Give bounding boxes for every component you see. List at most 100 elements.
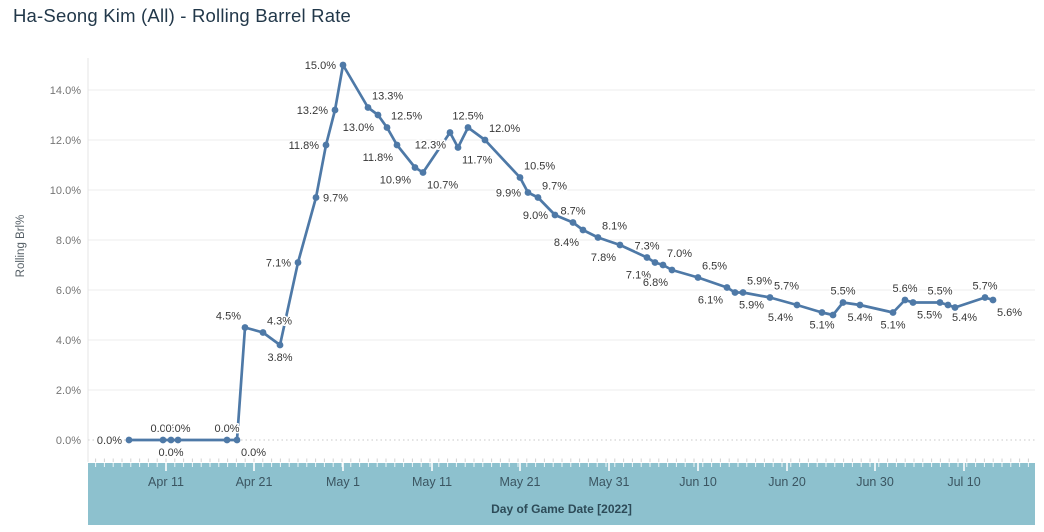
data-point[interactable] — [694, 274, 702, 281]
series-line — [127, 63, 995, 442]
data-point-label: 12.3% — [415, 140, 446, 152]
data-point-label: 5.1% — [809, 320, 834, 332]
data-point[interactable] — [411, 164, 419, 171]
data-point[interactable] — [944, 301, 952, 309]
data-point-label: 0.0% — [97, 435, 122, 447]
data-point[interactable] — [374, 111, 382, 119]
data-point[interactable] — [167, 436, 175, 444]
data-point-label: 12.5% — [452, 111, 483, 123]
data-point[interactable] — [909, 299, 917, 306]
data-point-label: 11.8% — [363, 152, 394, 164]
data-point-label: 6.5% — [702, 261, 727, 273]
data-point[interactable] — [339, 61, 347, 69]
data-point-label: 5.9% — [739, 300, 764, 312]
data-point[interactable] — [364, 104, 372, 111]
data-point[interactable] — [569, 219, 577, 226]
data-point[interactable] — [331, 106, 339, 114]
data-point[interactable] — [981, 294, 989, 301]
data-point[interactable] — [829, 311, 837, 319]
data-point[interactable] — [383, 124, 391, 131]
data-point[interactable] — [643, 254, 651, 261]
data-point-label: 10.9% — [380, 175, 411, 187]
data-point-label: 9.9% — [496, 188, 521, 200]
data-point[interactable] — [856, 301, 864, 309]
data-point[interactable] — [731, 289, 739, 296]
data-point-label: 6.1% — [698, 295, 723, 307]
data-point[interactable] — [839, 299, 847, 306]
data-point[interactable] — [594, 234, 602, 241]
y-tick-label: 10.0% — [50, 185, 81, 197]
data-point[interactable] — [651, 259, 659, 266]
data-point-label: 5.6% — [892, 283, 917, 295]
data-point-label: 5.5% — [917, 310, 942, 322]
data-point[interactable] — [616, 241, 624, 249]
data-point[interactable] — [322, 141, 330, 149]
data-point[interactable] — [419, 169, 427, 176]
data-point[interactable] — [446, 129, 454, 136]
data-point-label: 13.0% — [343, 122, 374, 134]
data-point[interactable] — [159, 436, 167, 444]
data-point-label: 7.3% — [634, 241, 659, 253]
data-point-label: 4.3% — [267, 316, 292, 328]
x-axis-band — [88, 463, 1035, 525]
data-point-label: 5.1% — [880, 320, 905, 332]
x-tick-label: Apr 21 — [236, 475, 273, 489]
data-point[interactable] — [481, 136, 489, 144]
x-tick-label: Jul 10 — [947, 475, 980, 489]
x-tick-label: Apr 11 — [148, 475, 184, 489]
data-point[interactable] — [936, 299, 944, 306]
data-point[interactable] — [393, 141, 401, 149]
data-point[interactable] — [723, 284, 731, 291]
data-point[interactable] — [241, 324, 249, 331]
data-point[interactable] — [889, 309, 897, 316]
data-point-label: 7.1% — [626, 270, 651, 282]
data-point-label: 0.0% — [165, 423, 190, 435]
data-point[interactable] — [276, 341, 284, 349]
data-point[interactable] — [579, 226, 587, 234]
data-point[interactable] — [668, 266, 676, 274]
data-point-label: 5.9% — [747, 276, 772, 288]
x-axis-title: Day of Game Date [2022] — [491, 502, 632, 516]
data-point-label: 5.4% — [952, 312, 977, 324]
data-point-label: 5.4% — [768, 312, 793, 324]
data-point-label: 12.0% — [489, 123, 520, 135]
x-tick-label: May 21 — [500, 475, 541, 489]
data-point[interactable] — [464, 124, 472, 131]
data-point[interactable] — [989, 296, 997, 304]
data-point[interactable] — [125, 436, 133, 444]
data-point[interactable] — [233, 436, 241, 444]
data-point-label: 9.7% — [323, 193, 348, 205]
data-point-label: 4.5% — [216, 311, 241, 323]
data-point[interactable] — [659, 261, 667, 269]
data-point[interactable] — [951, 304, 959, 311]
data-point[interactable] — [818, 309, 826, 316]
data-point[interactable] — [534, 194, 542, 201]
data-point-label: 11.8% — [289, 140, 320, 152]
y-tick-label: 14.0% — [50, 85, 81, 97]
data-point[interactable] — [454, 144, 462, 151]
data-point[interactable] — [901, 296, 909, 304]
data-point-label: 8.4% — [554, 237, 579, 249]
data-point-label: 8.7% — [560, 206, 585, 218]
data-point[interactable] — [739, 289, 747, 296]
data-point[interactable] — [793, 301, 801, 309]
data-point[interactable] — [312, 194, 320, 201]
data-point[interactable] — [551, 211, 559, 219]
data-point[interactable] — [223, 436, 231, 444]
data-point[interactable] — [524, 189, 532, 196]
data-point-label: 10.5% — [524, 161, 555, 173]
y-axis-title: Rolling Brl% — [15, 214, 27, 278]
data-point-label: 13.2% — [297, 105, 328, 117]
data-point-label: 7.8% — [591, 252, 616, 264]
y-tick-label: 2.0% — [56, 385, 81, 397]
data-point[interactable] — [294, 259, 302, 266]
data-point[interactable] — [259, 329, 267, 336]
data-point[interactable] — [516, 174, 524, 181]
y-tick-label: 12.0% — [50, 135, 81, 147]
data-point-label: 5.5% — [830, 286, 855, 298]
data-point[interactable] — [174, 436, 182, 444]
y-tick-label: 4.0% — [56, 335, 81, 347]
data-point-label: 9.0% — [523, 210, 548, 222]
data-point[interactable] — [766, 294, 774, 301]
data-point-label: 5.7% — [774, 281, 799, 293]
